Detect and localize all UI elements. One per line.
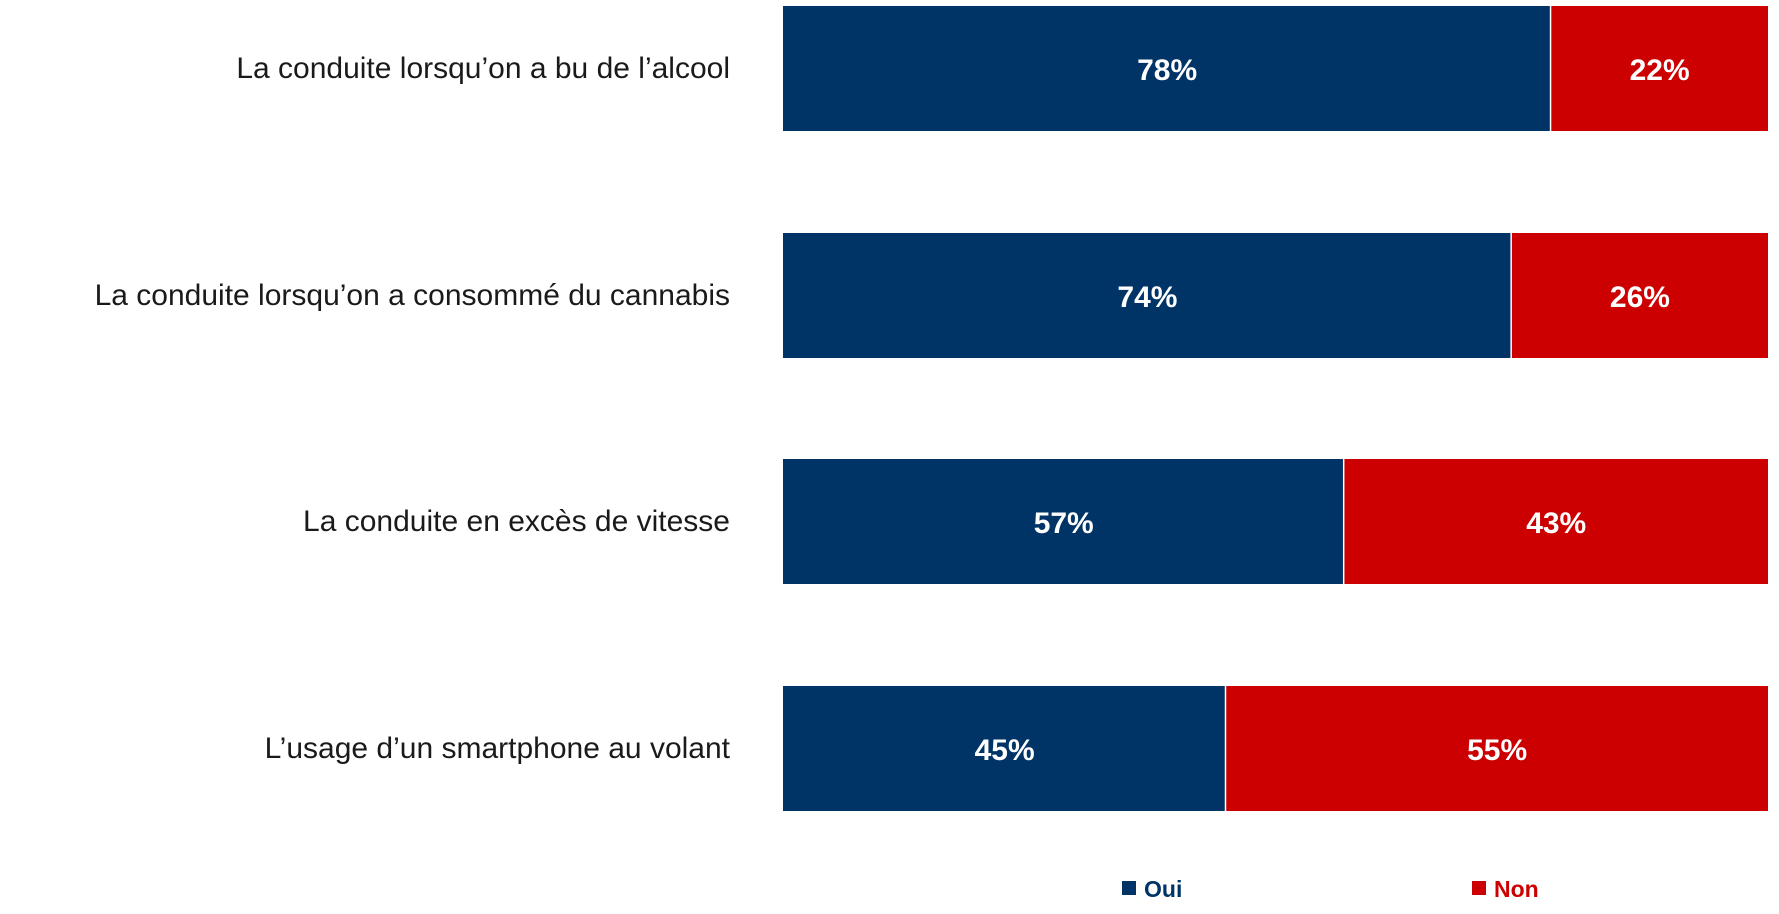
category-label: La conduite lorsqu’on a bu de l’alcool: [236, 52, 730, 85]
bar-segment-non: [1344, 459, 1768, 584]
bar-segment-oui: [783, 233, 1511, 358]
bar-segment-non: [1551, 6, 1768, 131]
bar-value-label: 45%: [975, 734, 1035, 767]
category-label: La conduite lorsqu’on a consommé du cann…: [95, 279, 730, 312]
bar-value-label: 43%: [1526, 507, 1586, 540]
legend-swatch-oui: [1122, 881, 1136, 895]
bar-value-label: 22%: [1630, 54, 1690, 87]
legend: Oui Non: [1122, 876, 1539, 902]
bar-value-label: 78%: [1137, 54, 1197, 87]
bar-value-label: 57%: [1034, 507, 1094, 540]
legend-label-oui: Oui: [1144, 876, 1182, 902]
bar-value-label: 55%: [1467, 734, 1527, 767]
bar-segment-oui: [783, 459, 1343, 584]
bars: 78% 22% 74% 26% 57% 43% 45% 55%: [783, 6, 1768, 811]
legend-label-non: Non: [1494, 876, 1539, 902]
legend-swatch-non: [1472, 881, 1486, 895]
category-labels: La conduite lorsqu’on a bu de l’alcool La…: [95, 52, 731, 765]
bar-value-label: 26%: [1610, 281, 1670, 314]
category-label: L’usage d’un smartphone au volant: [265, 732, 731, 765]
bar-segment-non: [1226, 686, 1768, 811]
bar-segment-oui: [783, 686, 1225, 811]
bar-segment-oui: [783, 6, 1550, 131]
bar-value-label: 74%: [1117, 281, 1177, 314]
bar-segment-non: [1511, 233, 1768, 358]
category-label: La conduite en excès de vitesse: [303, 505, 730, 538]
